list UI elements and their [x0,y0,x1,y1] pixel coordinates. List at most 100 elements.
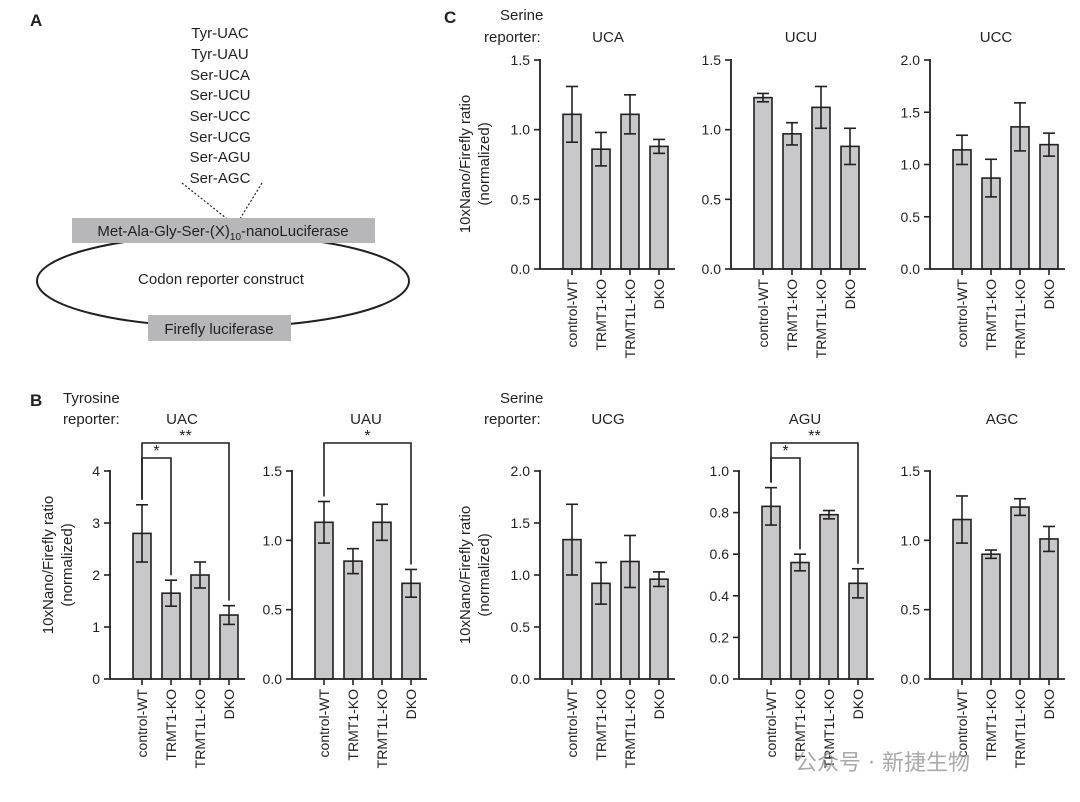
bar [343,560,363,680]
serine-reporter-label: reporter: [484,29,541,46]
y-tick-label: 1.5 [511,52,531,68]
y-tick-label: 0 [92,671,100,687]
x-tick-label: DKO [221,689,237,719]
chart-title: UAC [166,411,198,428]
firefly-label: Firefly luciferase [164,321,273,338]
chart-title: AGC [986,411,1019,428]
codon-label: Ser-UCA [190,67,250,84]
y-tick-label: 1.0 [511,122,531,138]
x-tick-label: DKO [850,689,866,719]
significance-bracket [141,442,230,601]
x-tick-label: control-WT [134,689,150,758]
x-tick-label: DKO [403,689,419,719]
x-tick-label: TRMT1L-KO [374,689,390,768]
dotted-connector-left [181,182,232,223]
x-tick-label: control-WT [564,689,580,758]
y-tick-label: 1.5 [901,104,921,120]
x-tick-label: control-WT [316,689,332,758]
y-axis-title: (normalized) [476,122,493,205]
chart-title: UCA [592,29,624,46]
y-tick-label: 0.5 [702,191,722,207]
y-axis-title: 10xNano/Firefly ratio [457,506,474,644]
significance-bracket [323,442,412,565]
significance-label: * [153,443,159,460]
codon-label: Tyr-UAC [191,25,249,42]
y-tick-label: 0.2 [710,629,730,645]
panel-a-letter: A [30,11,42,30]
y-tick-label: 0.0 [710,671,730,687]
bar [649,578,669,680]
y-tick-label: 0.5 [901,209,921,225]
serine-reporter-label: Serine [500,390,543,407]
y-tick-label: 3 [92,515,100,531]
bar [819,513,839,680]
bar [952,149,972,270]
y-tick-label: 1.0 [901,532,921,548]
y-tick-label: 0.5 [901,602,921,618]
panel-b-letter: B [30,391,42,410]
y-tick-label: 0.5 [511,191,531,207]
y-axis-title: (normalized) [59,523,76,606]
bar-chart-ucg: UCG 0.0 0.5 1.0 1.5 2.0 control-WT TRMT1-KO TRMT… [511,411,675,768]
codon-label: Ser-UCC [190,108,251,125]
tyrosine-reporter-label: Tyrosine [63,390,120,407]
significance-label: * [782,443,788,460]
x-tick-label: TRMT1-KO [983,279,999,351]
bar [372,521,392,680]
y-tick-label: 1.5 [511,515,531,531]
significance-bracket [770,442,859,564]
y-tick-label: 1.5 [901,463,921,479]
significance-label: * [364,428,370,445]
y-tick-label: 1.5 [263,463,283,479]
x-tick-label: control-WT [954,279,970,348]
bar [981,553,1001,680]
x-tick-label: TRMT1L-KO [622,279,638,358]
y-tick-label: 2.0 [511,463,531,479]
x-tick-label: TRMT1L-KO [622,689,638,768]
x-tick-label: control-WT [763,689,779,758]
x-tick-label: DKO [651,689,667,719]
y-tick-label: 4 [92,463,100,479]
panel-a: A Tyr-UAC Tyr-UAU Ser-UCA Ser-UCU Ser-UC… [30,11,410,341]
y-tick-label: 1.0 [702,122,722,138]
codon-label: Tyr-UAU [191,46,249,63]
codon-label: Ser-UCU [190,87,251,104]
bar-chart-agu: AGU 0.0 0.2 0.4 0.6 0.8 1.0 control-WT TRMT1-KO T… [710,411,874,768]
bar-chart-ucu: UCU 0.0 0.5 1.0 1.5 control-WT TRMT1-KO TRMT1L-… [702,29,866,358]
y-tick-label: 0.6 [710,546,730,562]
codon-label: Ser-AGU [190,149,251,166]
y-tick-label: 0.0 [263,671,283,687]
bar [620,113,640,270]
y-tick-label: 0.0 [511,261,531,277]
chart-title: UCG [591,411,624,428]
bar-chart-ucc: UCC 0.0 0.5 1.0 1.5 2.0 control-WT TRMT1-KO TRMT… [901,29,1065,358]
x-tick-label: DKO [842,279,858,309]
panel-c-letter: C [444,8,456,27]
y-axis-title: (normalized) [476,533,493,616]
codon-label: Ser-AGC [190,170,251,187]
watermark-text: 公众号 · 新捷生物 [795,751,970,776]
chart-title: UCU [785,29,818,46]
serine-reporter-label: Serine [500,7,543,24]
bar [753,96,773,270]
firefly-box [148,315,291,341]
x-tick-label: TRMT1-KO [163,689,179,761]
y-tick-label: 0.0 [511,671,531,687]
bar [782,133,802,270]
y-tick-label: 1.5 [702,52,722,68]
x-tick-label: control-WT [564,279,580,348]
plasmid-label: Codon reporter construct [138,271,305,288]
x-tick-label: TRMT1-KO [345,689,361,761]
x-tick-label: control-WT [755,279,771,348]
chart-title: UAU [350,411,382,428]
x-tick-label: TRMT1L-KO [1012,689,1028,768]
x-tick-label: TRMT1-KO [983,689,999,761]
significance-label: ** [179,428,191,445]
x-tick-label: DKO [1041,279,1057,309]
y-tick-label: 1.0 [710,463,730,479]
y-axis-title: 10xNano/Firefly ratio [40,496,57,634]
y-tick-label: 0.5 [511,619,531,635]
x-tick-label: DKO [1041,689,1057,719]
